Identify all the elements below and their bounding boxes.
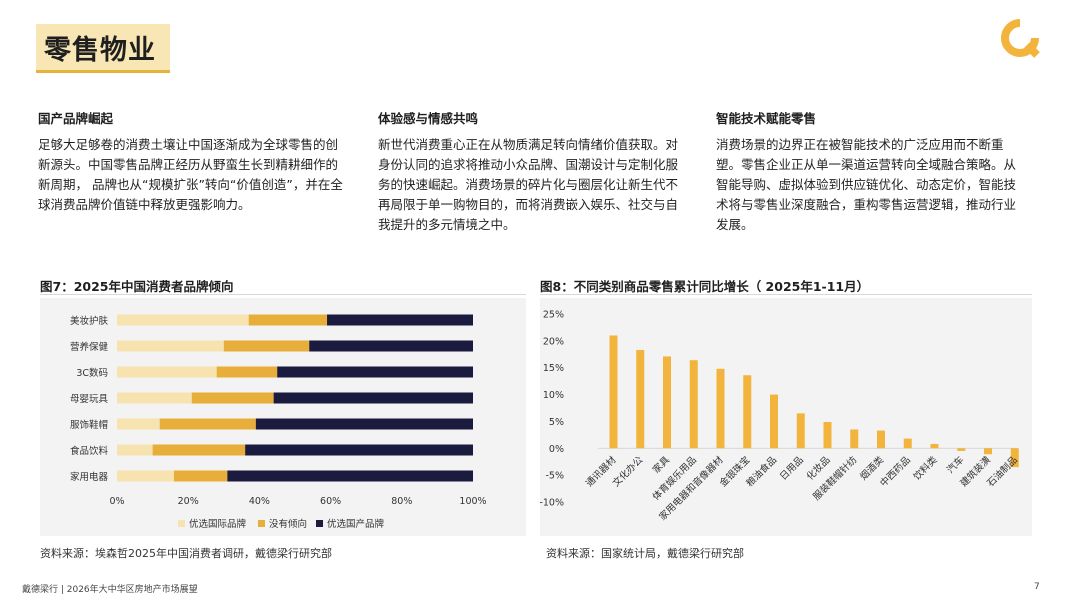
chart7-x-tick-label: 60% — [320, 496, 341, 507]
chart7-category-label: 3C数码 — [76, 367, 108, 379]
chart8-bar — [689, 360, 698, 449]
chart8-y-tick-label: 10% — [543, 390, 564, 401]
chart8-bar — [957, 448, 966, 451]
chart7-bar-segment — [117, 444, 153, 456]
title-underline — [36, 70, 170, 73]
page-title-box: 零售物业 — [36, 24, 170, 70]
chart7-bar-segment — [273, 392, 473, 404]
chart7-bar-segment — [223, 340, 310, 352]
chart7-bar-segment — [173, 470, 228, 482]
chart8-bar — [770, 394, 778, 449]
chart8-y-tick-label: 20% — [543, 336, 564, 347]
chart7-bar-segment — [309, 340, 473, 352]
chart8-bar — [663, 356, 671, 449]
chart8-y-tick-label: 5% — [549, 417, 564, 428]
chart7-bar-segment — [191, 392, 274, 404]
chart8-title-rule — [540, 294, 1032, 295]
text-column-domestic-brands: 国产品牌崛起 足够大足够卷的消费土壤让中国逐渐成为全球零售的创新源头。中国零售品… — [38, 108, 350, 215]
chart7-category-label: 营养保健 — [70, 341, 109, 353]
chart8-y-tick-label: 15% — [543, 363, 564, 374]
chart8-bar — [984, 448, 992, 455]
page-number: 7 — [1034, 582, 1040, 592]
chart8-category-label: 文化办公 — [610, 454, 646, 490]
column-body: 消费场景的边界正在被智能技术的广泛应用而不断重塑。零售企业正从单一渠道运营转向全… — [716, 137, 1017, 232]
cushman-logo-icon — [1001, 19, 1040, 58]
chart7-bar-segment — [152, 444, 246, 456]
chart7-legend-swatch — [316, 520, 323, 527]
chart7-bar-segment — [117, 392, 192, 404]
chart7-category-label: 母婴玩具 — [70, 394, 109, 405]
chart7-x-tick-label: 20% — [178, 496, 199, 507]
chart7-bar-segment — [117, 340, 224, 352]
chart7-x-tick-label: 0% — [109, 496, 124, 507]
column-heading: 智能技术赋能零售 — [716, 111, 817, 126]
chart8-bar — [877, 430, 885, 449]
chart8-bar — [796, 413, 805, 449]
chart7-bar-segment — [277, 366, 473, 378]
chart7-legend-label: 没有倾向 — [269, 518, 307, 530]
chart7-bar-segment — [117, 366, 217, 378]
chart8-category-label: 饮料类 — [911, 454, 940, 483]
chart7-bar-segment — [117, 418, 160, 430]
chart7-bar-segment — [117, 470, 174, 482]
chart7-category-label: 美妆护肤 — [70, 315, 109, 327]
chart7-x-tick-label: 100% — [459, 496, 486, 507]
chart8-y-tick-label: 0% — [549, 444, 564, 455]
column-body: 新世代消费重心正在从物质满足转向情绪价值获取。对身份认同的追求将推动小众品牌、国… — [378, 137, 679, 232]
chart8-bar — [1010, 448, 1019, 468]
page-title: 零售物业 — [44, 35, 156, 66]
chart8-y-tick-label: -10% — [540, 498, 564, 509]
chart8-bar — [743, 375, 752, 449]
chart7-legend-swatch — [178, 520, 185, 527]
column-heading: 国产品牌崛起 — [38, 111, 114, 126]
chart7-category-label: 服饰鞋帽 — [70, 419, 108, 431]
column-body: 足够大足够卷的消费土壤让中国逐渐成为全球零售的创新源头。中国零售品牌正经历从野蛮… — [38, 137, 343, 212]
chart8-category-label: 日用品 — [778, 455, 806, 483]
chart8-bar — [636, 349, 645, 449]
chart8-bar — [903, 438, 912, 449]
column-heading: 体验感与情感共鸣 — [378, 111, 479, 126]
chart7-bar-segment — [245, 444, 473, 456]
chart7-x-tick-label: 80% — [391, 496, 412, 507]
chart7-legend-label: 优选国际品牌 — [189, 518, 247, 530]
chart7-category-label: 家用电器 — [70, 471, 109, 483]
chart7-bar-segment — [216, 366, 278, 378]
chart7-bar-segment — [248, 314, 328, 326]
chart7-legend-label: 优选国产品牌 — [327, 518, 385, 530]
chart7-x-tick-label: 40% — [249, 496, 270, 507]
chart8-bar — [823, 421, 832, 449]
chart7-legend-swatch — [258, 520, 265, 527]
chart7-category-label: 食品饮料 — [70, 445, 109, 457]
chart7-bar-segment — [227, 470, 473, 482]
chart8-bar — [609, 335, 618, 449]
chart8-category-label: 汽车 — [944, 454, 966, 476]
chart7-title-rule — [40, 294, 526, 295]
chart7-title: 图7：2025年中国消费者品牌倾向 — [40, 279, 234, 294]
text-column-experience: 体验感与情感共鸣 新世代消费重心正在从物质满足转向情绪价值获取。对身份认同的追求… — [378, 108, 690, 235]
chart8-category-label: 家具 — [650, 454, 672, 476]
chart8-title: 图8：不同类别商品零售累计同比增长（ 2025年1-11月） — [540, 279, 870, 294]
text-column-smart-tech: 智能技术赋能零售 消费场景的边界正在被智能技术的广泛应用而不断重塑。零售企业正从… — [716, 108, 1028, 235]
chart7-bar-segment — [159, 418, 256, 430]
chart8-source: 资料来源：国家统计局，戴德梁行研究部 — [546, 547, 744, 560]
chart7-bar-segment — [327, 314, 473, 326]
chart7-background — [40, 298, 526, 536]
chart7-source: 资料来源：埃森哲2025年中国消费者调研，戴德梁行研究部 — [40, 547, 332, 560]
chart7-bar-segment — [255, 418, 473, 430]
footer-text: 戴德梁行 | 2026年大中华区房地产市场展望 — [22, 585, 198, 595]
chart8-y-tick-label: 25% — [543, 310, 564, 321]
chart8-y-tick-label: -5% — [546, 471, 565, 482]
chart8-bar — [850, 429, 859, 449]
chart8-background — [540, 298, 1032, 536]
chart7-bar-segment — [117, 314, 249, 326]
chart8-bar — [930, 443, 939, 449]
chart8-bar — [716, 368, 725, 449]
